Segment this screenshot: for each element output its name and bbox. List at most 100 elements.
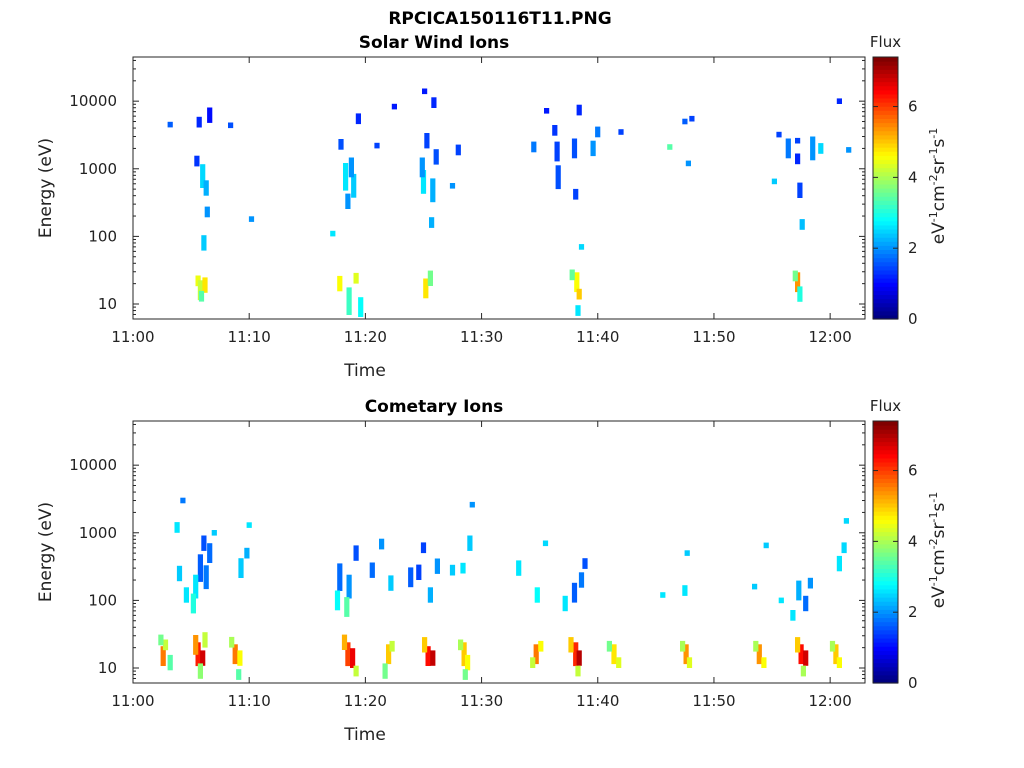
x-tick-label: 11:30 [460,692,503,710]
colorbar-segment [873,625,898,631]
heatmap-cell [424,133,430,149]
x-tick-label: 11:40 [576,692,619,710]
heatmap-cell [684,550,690,556]
colorbar-segment [873,130,898,136]
heatmap-cell [803,650,809,666]
colorbar-segment [873,650,898,655]
heatmap-cell [197,554,203,582]
heatmap-cell [201,535,207,551]
heatmap-cell [369,562,375,578]
colorbar-segment [873,93,898,99]
heatmap-cell [576,650,582,666]
heatmap-cell [689,115,695,122]
heatmap-cell [590,140,596,157]
heatmap-cell [408,567,414,588]
x-tick-label: 11:00 [111,328,154,346]
colorbar-tick-label: 0 [908,674,918,692]
unit-base: cm [929,185,949,211]
colorbar-segment [873,597,898,602]
heatmap-cell [575,665,581,677]
colorbar-segment [873,188,898,193]
colorbar-segment [873,265,898,271]
colorbar-segment [873,498,898,504]
heatmap-cell [795,153,801,165]
colorbar-segment [873,449,898,455]
heatmap-cell [795,272,801,293]
colorbar-segment [873,601,898,606]
colorbar-segment [873,151,898,156]
x-tick-label: 11:10 [228,328,271,346]
heatmap-cell [465,654,471,671]
heatmap-cell [595,126,601,138]
y-tick-label: 10000 [69,92,117,110]
colorbar-segment [873,204,898,210]
colorbar-segment [873,502,898,508]
heatmap-cell [427,270,433,286]
colorbar-segment [873,662,898,668]
heatmap-cell [542,540,549,547]
heatmap-cell [330,230,336,237]
heatmap-cell [533,644,539,665]
heatmap-cell [843,518,849,524]
plot-frame [132,420,866,684]
heatmap-cell [544,108,550,114]
colorbar-segment [873,237,898,242]
heatmap-cell [576,104,582,116]
colorbar-segment [873,155,898,160]
heatmap-cell [797,182,803,198]
colorbar-segment [873,511,898,516]
colorbar-segment [873,106,898,111]
colorbar-tick-label: 4 [908,532,918,550]
colorbar-segment [873,175,898,181]
heatmap-cell [196,116,202,128]
y-tick-label: 1000 [79,160,117,178]
colorbar-segment [873,494,898,500]
heatmap-cell [345,642,351,667]
colorbar-segment [873,216,898,222]
heatmap-cell [358,297,364,317]
heatmap-cell [682,118,688,125]
heatmap-cell [796,580,802,601]
colorbar-segment [873,609,898,614]
colorbar-segment [873,142,898,148]
colorbar-segment [873,621,898,627]
heatmap-cell [797,286,803,302]
heatmap-cell [427,587,433,603]
unit-exponent: -2 [927,538,940,549]
heatmap-cell [578,572,585,588]
heatmap-cell [803,595,809,612]
colorbar-segment [873,310,898,316]
colorbar-segment [873,220,898,226]
heatmap-cell [202,277,208,293]
heatmap-cell [422,88,428,95]
colorbar-segment [873,519,898,524]
heatmap-cell [176,565,183,582]
colorbar-tick-label: 6 [908,462,918,480]
colorbar-segment [873,245,898,250]
plot-frame [132,56,866,320]
colorbar-segment [873,163,898,169]
heatmap-cell [337,563,343,591]
colorbar-segment [873,584,898,590]
colorbar-segment [873,592,898,598]
colorbar-segment [873,543,898,549]
colorbar-segment [873,421,898,426]
heatmap-cell [174,522,180,533]
heatmap-cell [389,640,395,652]
heatmap-cell [200,164,206,188]
colorbar-segment [873,77,898,83]
heatmap-cell [198,290,205,302]
heatmap-cell [203,565,209,590]
unit-base: s [929,139,949,148]
heatmap-cell [571,138,578,159]
heatmap-cell [552,125,558,136]
heatmap-cell [433,149,439,165]
colorbar-segment [873,261,898,267]
heatmap-cell [430,178,436,203]
heatmap-cells [167,88,852,317]
heatmap-cell [388,575,394,591]
heatmap-cell [571,582,578,603]
heatmap-cell [606,640,612,652]
y-tick-label: 100 [88,591,117,609]
